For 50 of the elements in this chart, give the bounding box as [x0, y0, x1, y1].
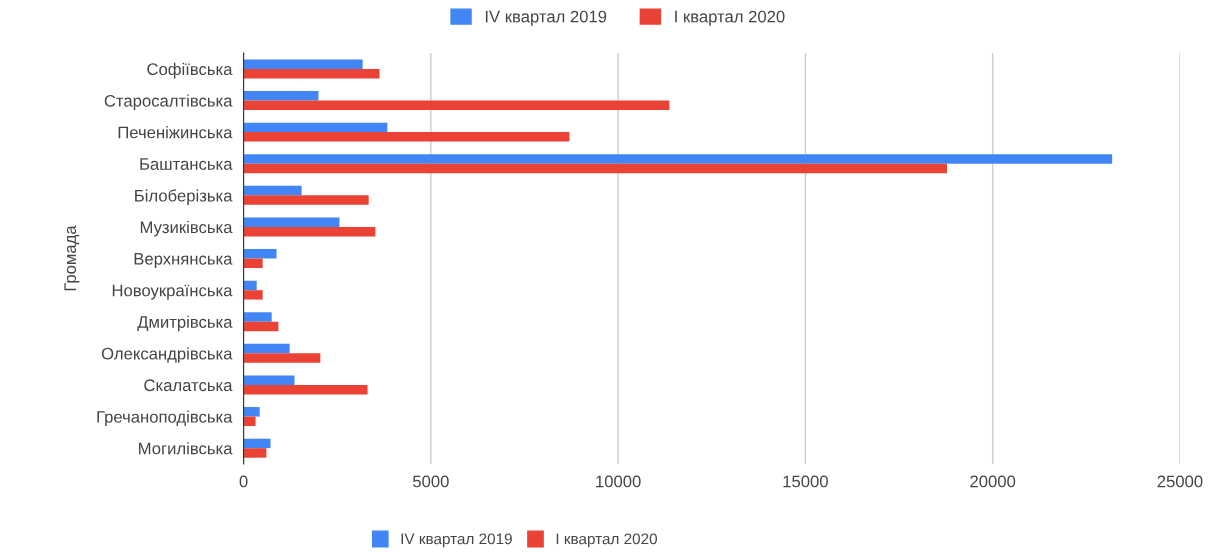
text: IV квартал 2019: [401, 533, 512, 548]
bar: [243, 353, 321, 363]
legend-label: I квартал 2020: [675, 10, 785, 26]
y-tick-label: Софіївська: [147, 62, 233, 79]
bar: [243, 122, 388, 133]
y-tick-label: Верхнянська: [134, 253, 233, 269]
bar: [243, 249, 277, 259]
y-tick-label: Музиківська: [140, 220, 233, 237]
bar: [243, 375, 295, 385]
bar: [243, 91, 319, 101]
y-tick-label: Білоберізька: [135, 189, 233, 205]
legend-label: IV квартал 2019: [485, 10, 607, 26]
bar: [243, 407, 260, 417]
bar: [243, 59, 363, 69]
y-tick-label: Баштанська: [140, 158, 233, 170]
bar: [243, 416, 256, 427]
y-tick-label: Олександрівська: [101, 347, 233, 363]
bar: [243, 100, 670, 110]
bar: [243, 195, 369, 205]
bar: [243, 68, 380, 79]
y-tick-label: Новоукраїнська: [112, 284, 233, 300]
y-tick-label: Старосалтівська: [104, 94, 233, 111]
y-tick-label: Печеніжинська: [118, 126, 233, 139]
x-tick-label: 15000: [783, 475, 828, 488]
bar: [243, 280, 257, 291]
y-tick-label: Гречаноподівська: [97, 410, 233, 427]
bar: [243, 312, 272, 322]
x-tick-label: 0: [239, 475, 248, 488]
bar: [243, 217, 340, 227]
y-tick-label: Скалатська: [144, 379, 233, 392]
bar: [243, 438, 271, 449]
x-tick-label: 5000: [412, 475, 449, 488]
bar: [243, 185, 302, 196]
bar: [243, 154, 1113, 164]
bar: [243, 448, 267, 458]
y-axis-title: Громада: [64, 225, 80, 291]
bar: [243, 384, 368, 395]
bar: [243, 290, 263, 300]
y-tick-label: Могилівська: [139, 442, 233, 455]
bar: [243, 343, 290, 354]
bar: [243, 226, 376, 237]
bar: [243, 258, 263, 269]
x-tick-label: 25000: [1157, 475, 1203, 488]
text: I квартал 2020: [556, 533, 657, 548]
bar: [243, 163, 947, 174]
x-tick-label: 20000: [970, 475, 1016, 488]
y-tick-label: Дмитрівська: [137, 315, 233, 332]
bar: [243, 321, 279, 332]
x-tick-label: 10000: [596, 475, 641, 488]
bar: [243, 132, 570, 142]
